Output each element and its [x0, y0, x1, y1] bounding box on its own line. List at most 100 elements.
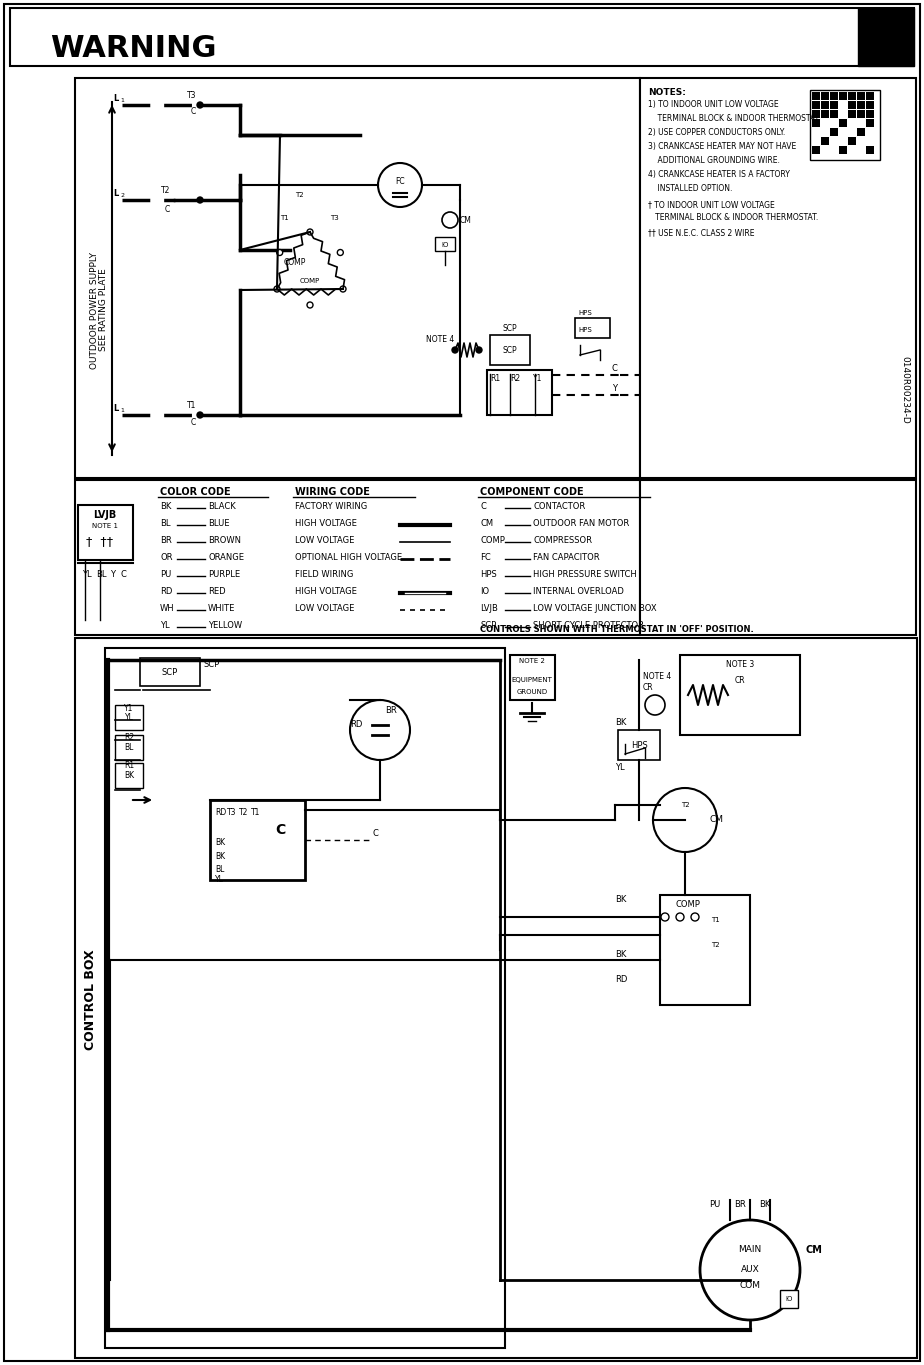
- Text: COMP: COMP: [284, 258, 306, 268]
- Text: R2: R2: [124, 733, 134, 741]
- Text: T3: T3: [330, 216, 339, 221]
- Bar: [812, 111, 820, 117]
- Text: ADDITIONAL GROUNDING WIRE.: ADDITIONAL GROUNDING WIRE.: [648, 156, 780, 165]
- Text: COMP: COMP: [300, 278, 320, 284]
- Text: 1: 1: [120, 98, 124, 102]
- Text: L: L: [114, 188, 118, 198]
- Text: RD: RD: [215, 808, 226, 818]
- Text: HIGH PRESSURE SWITCH: HIGH PRESSURE SWITCH: [533, 571, 637, 579]
- Circle shape: [476, 347, 482, 354]
- Text: T2: T2: [239, 808, 249, 818]
- Bar: [839, 91, 847, 100]
- Text: BLACK: BLACK: [208, 502, 236, 511]
- Text: COMPRESSOR: COMPRESSOR: [533, 536, 592, 545]
- Bar: [858, 8, 914, 66]
- Bar: [105, 648, 505, 1349]
- Bar: [435, 238, 455, 251]
- Text: PU: PU: [160, 571, 171, 579]
- Text: NOTE 4: NOTE 4: [643, 672, 671, 681]
- Text: T2: T2: [295, 192, 304, 198]
- Text: HPS: HPS: [480, 571, 497, 579]
- Text: C: C: [480, 502, 486, 511]
- Text: EQUIPMENT: EQUIPMENT: [512, 677, 553, 682]
- Bar: [830, 101, 838, 109]
- Bar: [812, 119, 820, 127]
- Bar: [839, 146, 847, 154]
- Bar: [810, 90, 880, 160]
- Bar: [848, 136, 856, 145]
- Bar: [115, 763, 143, 788]
- Text: LVJB: LVJB: [480, 603, 498, 613]
- Bar: [660, 895, 750, 1005]
- Bar: [78, 505, 133, 560]
- Text: FIELD WIRING: FIELD WIRING: [295, 571, 353, 579]
- Text: TERMINAL BLOCK & INDOOR THERMOSTAT.: TERMINAL BLOCK & INDOOR THERMOSTAT.: [648, 213, 819, 222]
- Text: CM: CM: [805, 1245, 821, 1254]
- Text: AUX: AUX: [741, 1265, 760, 1275]
- Bar: [866, 101, 874, 109]
- Text: FACTORY WIRING: FACTORY WIRING: [295, 502, 367, 511]
- Circle shape: [307, 302, 313, 308]
- Text: BK: BK: [615, 895, 626, 904]
- Text: CR: CR: [643, 682, 653, 692]
- Text: CONTROLS SHOWN WITH THERMOSTAT IN 'OFF' POSITION.: CONTROLS SHOWN WITH THERMOSTAT IN 'OFF' …: [480, 625, 754, 633]
- Text: WIRING CODE: WIRING CODE: [295, 487, 370, 497]
- Text: YELLOW: YELLOW: [208, 621, 242, 631]
- Text: LVJB: LVJB: [93, 511, 116, 520]
- Text: IO: IO: [480, 587, 489, 597]
- Text: RED: RED: [208, 587, 225, 597]
- Text: LOW VOLTAGE: LOW VOLTAGE: [295, 536, 355, 545]
- Text: MAIN: MAIN: [738, 1245, 761, 1254]
- Text: †† USE N.E.C. CLASS 2 WIRE: †† USE N.E.C. CLASS 2 WIRE: [648, 228, 755, 238]
- Text: L: L: [114, 404, 118, 414]
- Text: NOTES:: NOTES:: [648, 87, 686, 97]
- Circle shape: [197, 412, 203, 418]
- Text: BK: BK: [215, 838, 225, 848]
- Text: 3) CRANKCASE HEATER MAY NOT HAVE: 3) CRANKCASE HEATER MAY NOT HAVE: [648, 142, 796, 152]
- Bar: [857, 111, 865, 117]
- Text: FC: FC: [395, 176, 405, 186]
- Bar: [848, 101, 856, 109]
- Bar: [140, 658, 200, 687]
- Bar: [821, 111, 829, 117]
- Text: COMPONENT CODE: COMPONENT CODE: [480, 487, 584, 497]
- Circle shape: [691, 913, 699, 921]
- Text: SCP: SCP: [503, 345, 517, 355]
- Bar: [866, 146, 874, 154]
- Text: WHITE: WHITE: [208, 603, 236, 613]
- Text: LOW VOLTAGE JUNCTION BOX: LOW VOLTAGE JUNCTION BOX: [533, 603, 657, 613]
- Text: OPTIONAL HIGH VOLTAGE: OPTIONAL HIGH VOLTAGE: [295, 553, 402, 562]
- Bar: [10, 8, 914, 66]
- Circle shape: [645, 695, 665, 715]
- Text: BR: BR: [735, 1200, 746, 1209]
- Bar: [821, 101, 829, 109]
- Text: C: C: [611, 364, 617, 373]
- Text: OR: OR: [160, 553, 173, 562]
- Bar: [812, 101, 820, 109]
- Text: NOTE 4: NOTE 4: [426, 334, 454, 344]
- Text: OUTDOOR FAN MOTOR: OUTDOOR FAN MOTOR: [533, 519, 629, 528]
- Bar: [830, 91, 838, 100]
- Text: 4) CRANKCASE HEATER IS A FACTORY: 4) CRANKCASE HEATER IS A FACTORY: [648, 171, 790, 179]
- Bar: [115, 704, 143, 730]
- Text: T3: T3: [187, 91, 196, 100]
- Bar: [848, 111, 856, 117]
- Polygon shape: [867, 12, 885, 61]
- Text: CM: CM: [710, 815, 724, 824]
- Text: CM: CM: [460, 216, 472, 224]
- Bar: [821, 136, 829, 145]
- Text: R2: R2: [510, 374, 520, 384]
- Text: T1: T1: [280, 216, 289, 221]
- Circle shape: [700, 1220, 800, 1320]
- Text: BK: BK: [160, 502, 171, 511]
- Bar: [830, 128, 838, 136]
- Text: T1: T1: [251, 808, 261, 818]
- Polygon shape: [880, 14, 908, 42]
- Text: HIGH VOLTAGE: HIGH VOLTAGE: [295, 587, 357, 597]
- Text: YL: YL: [215, 875, 224, 885]
- Circle shape: [452, 347, 458, 354]
- Text: YL: YL: [125, 713, 133, 722]
- Circle shape: [340, 287, 346, 292]
- Polygon shape: [20, 10, 40, 57]
- Text: HPS: HPS: [630, 740, 648, 749]
